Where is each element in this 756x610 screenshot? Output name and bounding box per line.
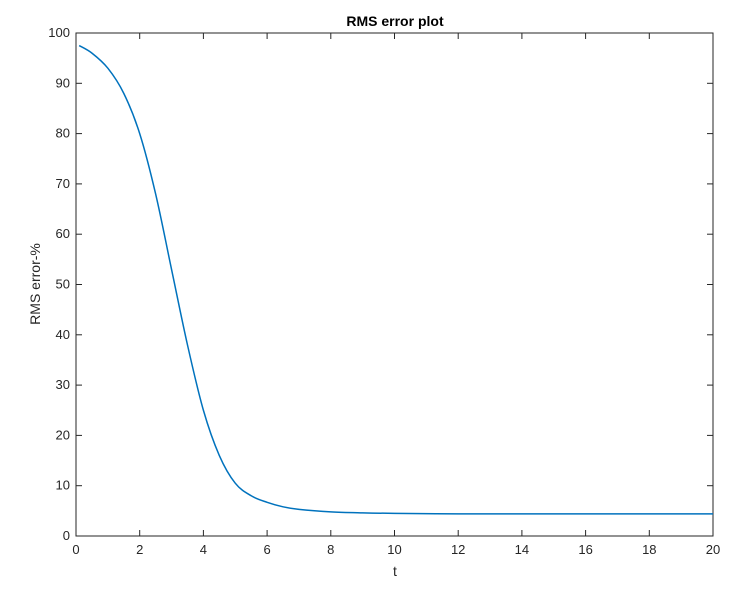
plot-frame [75,32,714,537]
x-tick-label: 12 [451,542,465,557]
y-tick-label: 20 [56,427,70,442]
y-tick-label: 90 [56,75,70,90]
x-axis-label: t [393,563,397,579]
x-tick-label: 20 [706,542,720,557]
y-tick-label: 30 [56,377,70,392]
y-tick-label: 100 [48,25,70,40]
y-tick-label: 40 [56,327,70,342]
x-tick-label: 14 [515,542,529,557]
y-axis-label: RMS error-% [27,243,43,325]
x-tick-label: 10 [387,542,401,557]
x-tick-label: 8 [327,542,334,557]
y-tick-label: 0 [63,528,70,543]
y-tick-label: 10 [56,478,70,493]
x-tick-label: 0 [72,542,79,557]
y-tick-label: 70 [56,176,70,191]
y-tick-label: 60 [56,226,70,241]
x-tick-label: 16 [578,542,592,557]
x-tick-label: 18 [642,542,656,557]
series-line [78,44,713,515]
y-tick-label: 50 [56,277,70,292]
y-tick-label: 80 [56,126,70,141]
x-tick-label: 4 [200,542,207,557]
x-tick-label: 6 [263,542,270,557]
chart-title: RMS error plot [346,13,444,29]
x-tick-label: 2 [136,542,143,557]
plot-area: 0 2 4 6 8 10 12 14 16 18 20 0 10 20 30 40 50 60 70 80 90 100 [48,25,720,557]
